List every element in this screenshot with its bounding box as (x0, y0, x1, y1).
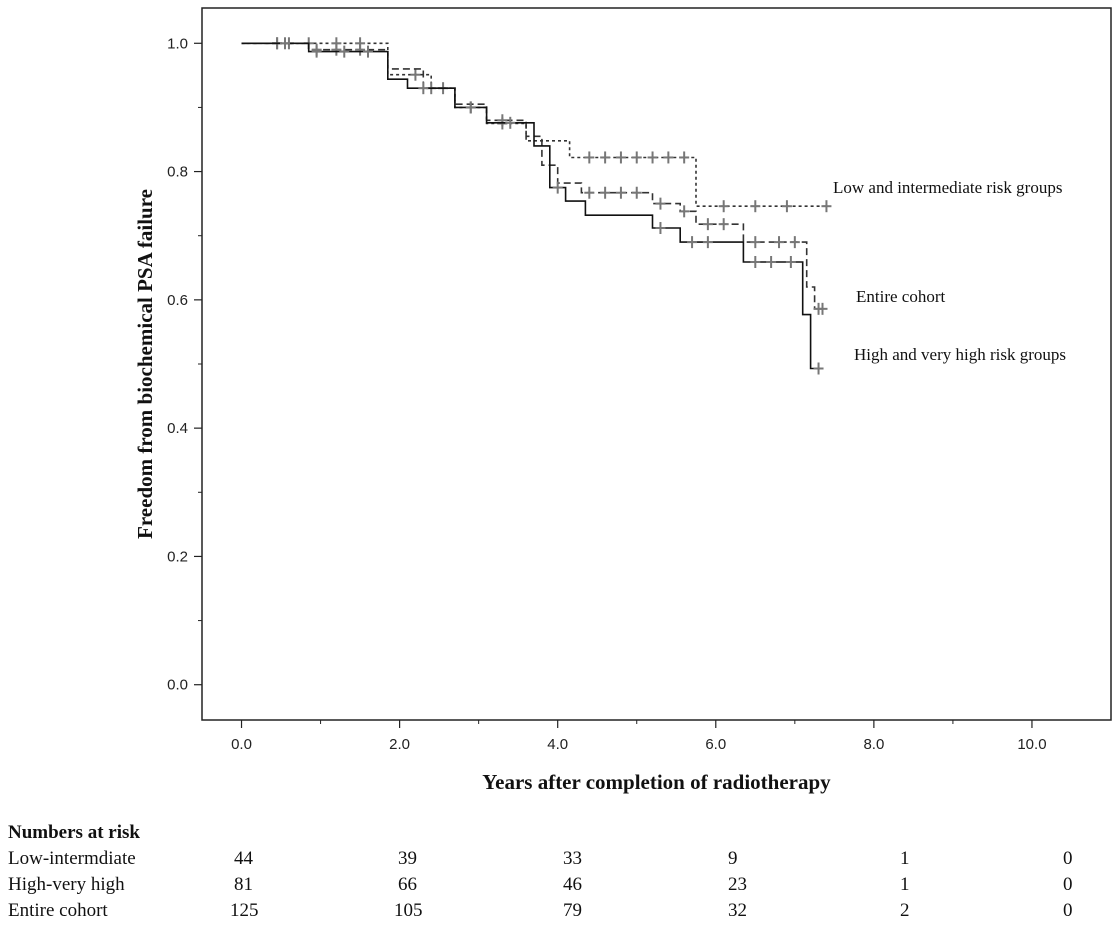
risk-cell: 105 (394, 900, 423, 921)
risk-cell: 0 (1063, 848, 1073, 869)
censor-mark (750, 236, 761, 249)
risk-cell: 32 (728, 900, 747, 921)
risk-cell: 0 (1063, 874, 1073, 895)
risk-cell: 33 (563, 848, 582, 869)
censor-mark (497, 114, 508, 127)
censor-mark (750, 200, 761, 213)
censor-mark (331, 43, 342, 56)
censor-mark (702, 236, 713, 249)
censor-mark (418, 82, 429, 95)
y-tick-label: 0.0 (167, 677, 188, 694)
x-tick-label: 4.0 (547, 736, 568, 753)
x-tick-label: 6.0 (705, 736, 726, 753)
censor-mark (679, 151, 690, 164)
risk-cell: 125 (230, 900, 259, 921)
censor-mark (615, 186, 626, 199)
y-tick-label: 0.2 (167, 548, 188, 565)
risk-row-entire-cohort: Entire cohort 125 105 79 32 2 0 (8, 898, 1118, 924)
risk-row-label: Low-intermdiate (8, 848, 136, 869)
censor-mark (279, 37, 290, 50)
plot-frame (201, 7, 1112, 721)
censor-mark (774, 236, 785, 249)
censor-mark (615, 151, 626, 164)
km-curve-1 (241, 42, 823, 310)
censor-mark (655, 197, 666, 210)
risk-table-title: Numbers at risk (8, 822, 140, 843)
censor-mark (311, 45, 322, 58)
censor-mark (584, 186, 595, 199)
censor-mark (410, 68, 421, 81)
censor-mark (781, 200, 792, 213)
censor-mark (766, 256, 777, 269)
x-tick-label: 0.0 (231, 736, 252, 753)
y-tick-label: 0.4 (167, 420, 188, 437)
risk-row-low-intermediate: Low-intermdiate 44 39 33 9 1 0 (8, 846, 1118, 872)
y-axis-title: Freedom from biochemical PSA failure (133, 189, 157, 539)
risk-cell: 23 (728, 874, 747, 895)
x-tick-label: 10.0 (1017, 736, 1046, 753)
risk-row-high-very-high: High-very high 81 66 46 23 1 0 (8, 872, 1118, 898)
censor-mark (339, 45, 350, 58)
risk-cell: 79 (563, 900, 582, 921)
risk-cell: 66 (398, 874, 417, 895)
censor-mark (663, 151, 674, 164)
censor-mark (817, 302, 828, 315)
risk-row-label: High-very high (8, 874, 125, 895)
censor-mark (785, 256, 796, 269)
numbers-at-risk-table: Numbers at risk Low-intermdiate 44 39 33… (8, 820, 1118, 924)
x-axis-title: Years after completion of radiotherapy (482, 770, 831, 794)
censor-mark (679, 205, 690, 218)
censor-mark (702, 218, 713, 231)
risk-cell: 1 (900, 848, 910, 869)
x-tick-label: 8.0 (863, 736, 884, 753)
censor-mark (718, 200, 729, 213)
curve-label-entire-cohort: Entire cohort (856, 287, 945, 306)
censor-mark (584, 151, 595, 164)
censor-mark (600, 186, 611, 199)
censor-mark (789, 236, 800, 249)
censor-mark (647, 151, 658, 164)
censor-mark (631, 151, 642, 164)
risk-cell: 44 (234, 848, 253, 869)
risk-row-label: Entire cohort (8, 900, 108, 921)
censor-mark (718, 218, 729, 231)
censor-mark (600, 151, 611, 164)
censor-mark (813, 362, 824, 375)
censor-mark (631, 186, 642, 199)
curve-label-low-intermediate: Low and intermediate risk groups (833, 178, 1062, 197)
censor-mark (655, 222, 666, 235)
censor-mark (821, 200, 832, 213)
risk-cell: 9 (728, 848, 738, 869)
risk-cell: 39 (398, 848, 417, 869)
curve-label-high-risk: High and very high risk groups (854, 345, 1066, 364)
x-tick-label: 2.0 (389, 736, 410, 753)
censor-mark (687, 236, 698, 249)
censor-mark (750, 256, 761, 269)
censor-mark (465, 101, 476, 114)
risk-cell: 46 (563, 874, 582, 895)
censor-mark (355, 43, 366, 56)
censor-mark (552, 181, 563, 194)
risk-cell: 81 (234, 874, 253, 895)
risk-cell: 1 (900, 874, 910, 895)
y-tick-label: 0.6 (167, 292, 188, 309)
censor-mark (505, 116, 516, 129)
censor-mark (362, 45, 373, 58)
risk-cell: 2 (900, 900, 910, 921)
risk-cell: 0 (1063, 900, 1073, 921)
y-tick-label: 0.8 (167, 164, 188, 181)
y-tick-label: 1.0 (167, 35, 188, 52)
km-chart: 0.0 0.2 0.4 0.6 0.8 1.0 0.0 2.0 4.0 6.0 8.0 10.0 Fr… (133, 7, 1112, 794)
